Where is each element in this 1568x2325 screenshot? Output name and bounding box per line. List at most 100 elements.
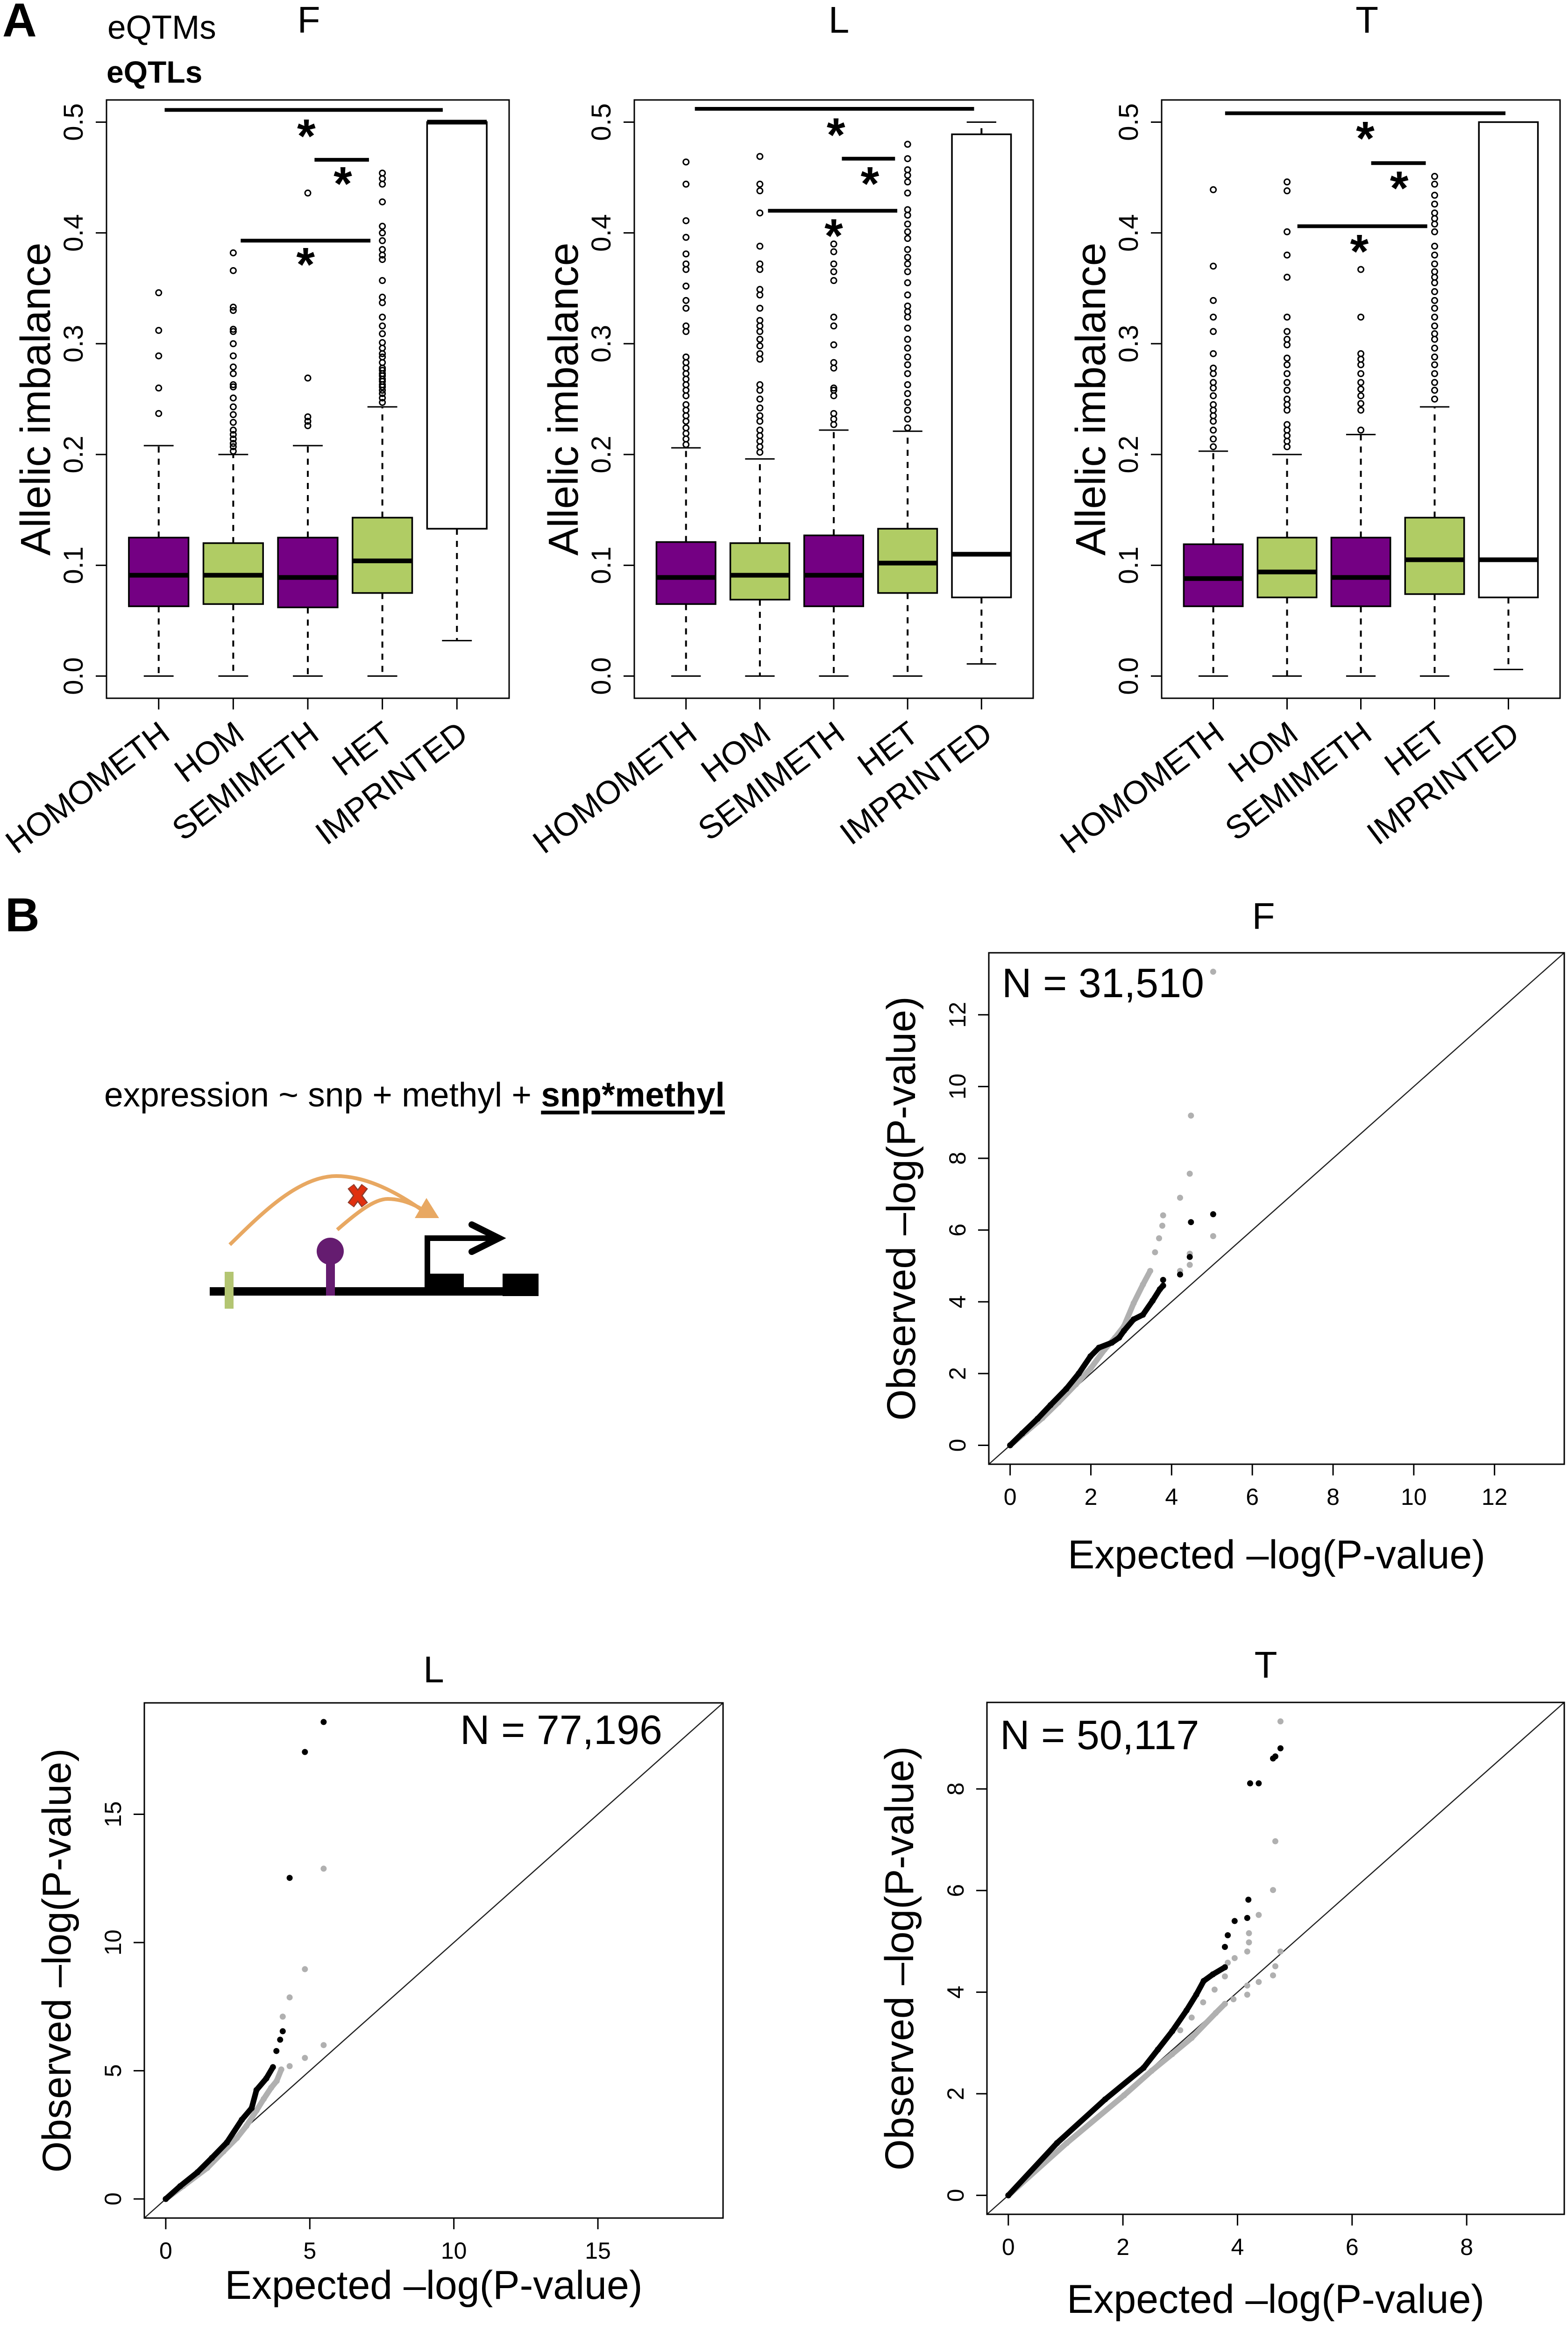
outlier-point (229, 411, 237, 418)
box-hom (1256, 178, 1318, 677)
model-formula: expression ~ snp + methyl + snp*methyl (104, 1078, 725, 1112)
outlier-point (1357, 370, 1364, 377)
qq-point (1200, 1999, 1206, 2006)
qq-point (261, 2096, 267, 2102)
outlier-point (756, 266, 764, 273)
outlier-point (756, 448, 764, 456)
y-tick-label: 6 (943, 1884, 969, 1897)
outlier-point (1210, 412, 1217, 419)
outlier-point (830, 268, 837, 276)
outlier-point (904, 141, 911, 148)
outlier-point (904, 313, 911, 321)
outlier-point (904, 370, 911, 377)
outlier-point (756, 153, 764, 160)
outlier-point (155, 326, 163, 334)
qq-point (253, 2107, 260, 2114)
outlier-point (830, 313, 837, 321)
qq-point (1007, 1442, 1014, 1448)
box-iqr (1404, 517, 1465, 595)
outlier-point (1357, 361, 1364, 369)
outlier-point (229, 352, 237, 360)
box-homometh (655, 158, 717, 677)
outlier-point (756, 350, 764, 357)
x-tick-label: 2 (1116, 2234, 1129, 2260)
y-tick-label: 0.2 (586, 436, 617, 474)
outlier-point (682, 370, 690, 377)
outlier-point (1431, 387, 1438, 394)
outlier-point (682, 322, 690, 330)
qq-point (1256, 1912, 1262, 1918)
qq-point (302, 1966, 308, 1972)
qq-plot-t: T Expected –log(P-value) Observed –log(P-v… (877, 1644, 1565, 2322)
qq-point (239, 2116, 245, 2123)
outlier-point (830, 387, 837, 394)
outlier-point (1431, 274, 1438, 281)
outlier-point (155, 410, 163, 417)
outlier-point (682, 424, 690, 432)
y-tick-label: 0.1 (1114, 546, 1144, 584)
y-tick-label: 0 (100, 2192, 126, 2205)
outlier-point (379, 246, 386, 253)
methylation-lollipop-icon (317, 1238, 344, 1265)
outlier-point (1431, 220, 1438, 228)
outlier-point (904, 325, 911, 332)
y-tick-label: 2 (944, 1367, 971, 1380)
outlier-point (1284, 432, 1291, 439)
y-tick-label: 0.1 (586, 546, 617, 584)
qq-point (1272, 1753, 1278, 1760)
outlier-point (304, 418, 312, 425)
box-het (1404, 173, 1465, 677)
box-imprinted (426, 120, 488, 642)
qq-point (1140, 2064, 1147, 2071)
y-tick-label: 0.0 (1114, 657, 1144, 695)
outlier-point (830, 341, 837, 348)
outlier-point (830, 384, 837, 392)
outlier-point (229, 431, 237, 438)
outlier-point (682, 387, 690, 394)
outlier-point (904, 166, 911, 173)
outlier-point (229, 326, 237, 333)
y-axis-label: Allelic imbalance (540, 242, 587, 555)
qq-curve (163, 2066, 284, 2202)
qq-point (1221, 1964, 1228, 1971)
outlier-point (1210, 313, 1217, 321)
outlier-point (904, 308, 911, 315)
qq-curve (1005, 2001, 1228, 2198)
outlier-point (1284, 187, 1291, 195)
qq-point (1188, 2014, 1195, 2021)
qq-point (1096, 1345, 1102, 1351)
outlier-point (1284, 438, 1291, 445)
qq-point (1221, 1944, 1228, 1950)
outlier-point (682, 234, 690, 241)
qq-series-dark (163, 1719, 327, 2202)
outlier-point (379, 175, 386, 182)
qq-point (1169, 2028, 1176, 2034)
boxplot-f: F Allelic imbalance 0.0 0.1 0.2 0.3 0.4 0.5 HOMO… (0, 0, 510, 860)
qq-point (1247, 1780, 1253, 1786)
outlier-point (756, 242, 764, 250)
qq-point (1076, 1370, 1082, 1377)
outlier-point (1357, 426, 1364, 434)
panel-label-b: B (5, 888, 40, 942)
box-imprinted (951, 121, 1012, 665)
qq-point (268, 2084, 275, 2091)
outlier-point (1284, 361, 1291, 369)
qq-point (302, 1749, 308, 1755)
box-iqr (729, 542, 790, 601)
qq-curve (1005, 1964, 1228, 2198)
box-iqr (1183, 543, 1244, 607)
box-semimeth (277, 189, 339, 677)
box-iqr (128, 537, 190, 607)
qq-series-dark (1007, 1211, 1216, 1448)
outlier-point (682, 381, 690, 389)
outlier-point (379, 170, 386, 177)
outlier-point (1284, 251, 1291, 259)
box-homometh (1183, 186, 1244, 677)
outlier-point (904, 178, 911, 186)
box-iqr (655, 541, 717, 605)
plot-frame (988, 952, 1565, 1465)
outlier-point (904, 291, 911, 299)
outlier-point (379, 198, 386, 206)
outlier-point (682, 260, 690, 268)
outlier-point (1431, 353, 1438, 361)
